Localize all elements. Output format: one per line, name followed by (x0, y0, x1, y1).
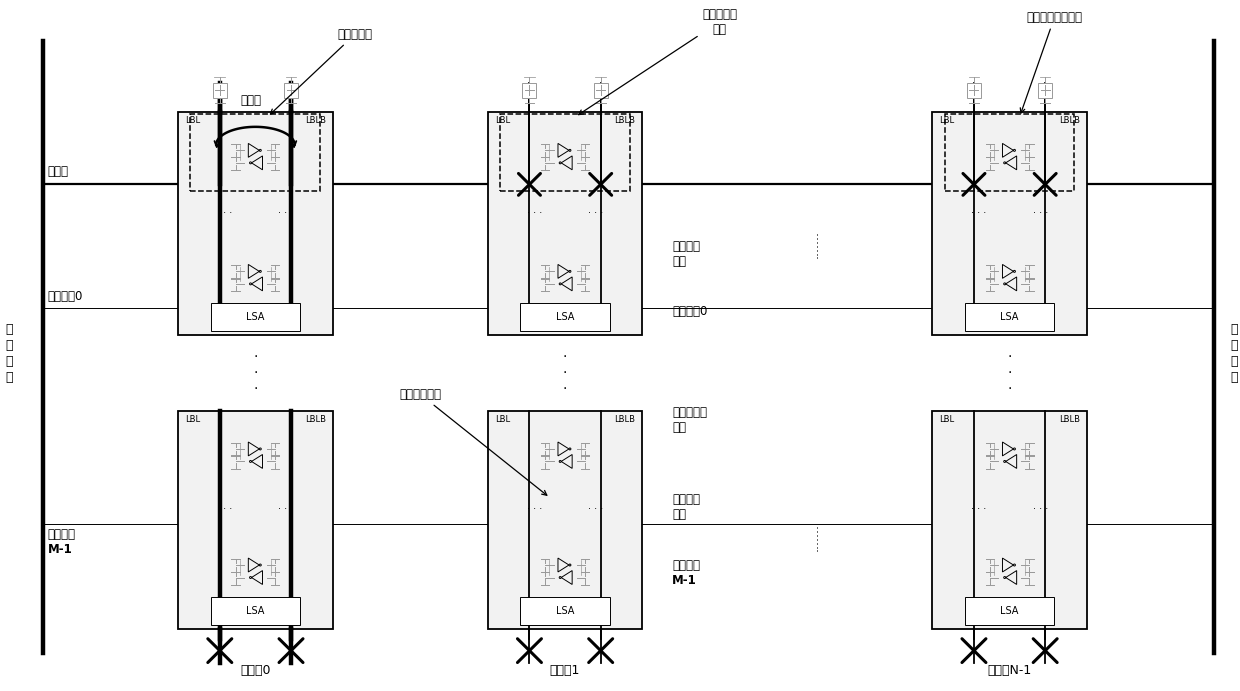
Bar (213, 83, 227, 97)
Text: LBLB: LBLB (615, 415, 635, 424)
Text: 存储兗0: 存储兗0 (241, 664, 270, 677)
Text: LBLB: LBLB (305, 415, 326, 424)
Text: · · ·: · · · (527, 504, 542, 514)
Text: LSA: LSA (1001, 312, 1019, 322)
Text: · · ·: · · · (279, 504, 294, 514)
Bar (487, 410, 642, 629)
Bar (932, 410, 1087, 629)
Text: 不受干扰子
模块: 不受干扰子 模块 (672, 406, 707, 435)
Bar (179, 112, 332, 335)
Text: LBL: LBL (939, 116, 955, 125)
Text: ·
·
·: · · · (563, 350, 567, 396)
Text: 存储列N-1: 存储列N-1 (987, 664, 1032, 677)
Text: 局部位线
预充: 局部位线 预充 (672, 493, 699, 521)
Text: LBL: LBL (185, 116, 200, 125)
Bar (500, 114, 630, 191)
Text: LSA: LSA (247, 312, 264, 322)
Text: LBLB: LBLB (305, 116, 326, 125)
Text: 全局字线0: 全局字线0 (672, 305, 707, 318)
Text: 局部位线
悬浮: 局部位线 悬浮 (672, 240, 699, 268)
Text: LSA: LSA (1001, 606, 1019, 616)
Text: · · ·: · · · (217, 504, 232, 514)
Text: 受半选干扰
单元: 受半选干扰 单元 (579, 8, 738, 115)
Text: 全局字线
M-1: 全局字线 M-1 (47, 528, 76, 556)
Text: LSA: LSA (556, 312, 574, 322)
Text: ·······: ······· (811, 230, 825, 258)
Text: · · ·: · · · (279, 208, 294, 218)
Text: · · ·: · · · (588, 504, 604, 514)
Bar (1038, 83, 1053, 97)
Text: LBL: LBL (185, 415, 200, 424)
Text: LBL: LBL (939, 415, 955, 424)
Text: 选中写单元: 选中写单元 (270, 28, 373, 114)
Text: 全
局
位
线: 全 局 位 线 (1230, 323, 1238, 384)
Bar (522, 83, 537, 97)
Text: 子模块未选中: 子模块未选中 (399, 388, 547, 495)
Bar (284, 83, 298, 97)
Text: 全局字线
M-1: 全局字线 M-1 (672, 559, 699, 587)
Text: 子字线: 子字线 (47, 165, 68, 178)
Text: · · ·: · · · (1033, 208, 1048, 218)
Text: · · ·: · · · (971, 504, 987, 514)
Bar (965, 303, 1054, 331)
Text: LBLB: LBLB (1059, 116, 1080, 125)
Text: 静态干扰电流切断: 静态干扰电流切断 (1021, 10, 1083, 113)
Text: LBL: LBL (495, 116, 510, 125)
Bar (179, 410, 332, 629)
Text: ·
·
·: · · · (253, 350, 258, 396)
Bar (932, 112, 1087, 335)
Text: · · ·: · · · (588, 208, 604, 218)
Text: 写电流: 写电流 (239, 94, 260, 107)
Text: LSA: LSA (556, 606, 574, 616)
Bar (945, 114, 1075, 191)
Text: LBLB: LBLB (1059, 415, 1080, 424)
Text: LBLB: LBLB (615, 116, 635, 125)
Text: 全局字线0: 全局字线0 (47, 290, 83, 303)
Bar (520, 597, 610, 625)
Text: 存储兗1: 存储兗1 (549, 664, 580, 677)
Text: ·
·
·: · · · (1007, 350, 1012, 396)
Text: 全
局
位
线: 全 局 位 线 (5, 323, 12, 384)
Bar (594, 83, 608, 97)
Bar (487, 112, 642, 335)
Bar (191, 114, 320, 191)
Text: LSA: LSA (247, 606, 264, 616)
Text: LBL: LBL (495, 415, 510, 424)
Bar (967, 83, 981, 97)
Bar (520, 303, 610, 331)
Text: ·······: ······· (811, 522, 825, 551)
Bar (965, 597, 1054, 625)
Text: · · ·: · · · (527, 208, 542, 218)
Bar (211, 597, 300, 625)
Text: · · ·: · · · (217, 208, 232, 218)
Text: · · ·: · · · (1033, 504, 1048, 514)
Text: · · ·: · · · (971, 208, 987, 218)
Bar (211, 303, 300, 331)
